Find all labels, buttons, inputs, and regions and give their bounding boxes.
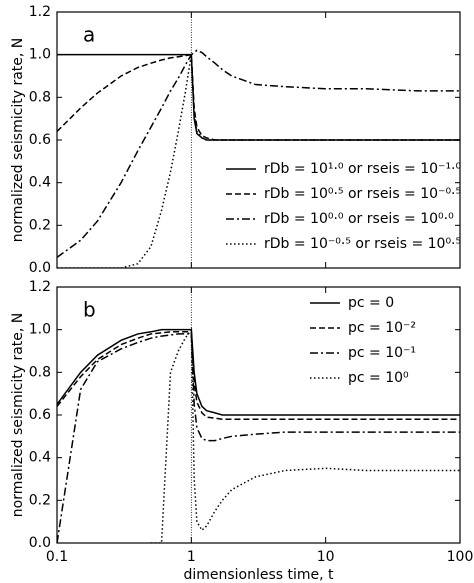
y-tick-label: 0.2 — [29, 492, 51, 508]
y-tick-label: 0.4 — [29, 450, 51, 466]
panel-label: a — [83, 23, 95, 47]
y-axis-label: normalized seismicity rate, N — [10, 313, 26, 517]
legend-label: rDb = 10⁻⁰·⁵ or rseis = 10⁰·⁵ — [264, 236, 461, 252]
panel-label: b — [83, 298, 96, 322]
y-tick-label: 1.0 — [29, 47, 51, 63]
y-tick-label: 0.8 — [29, 364, 51, 380]
legend-label: rDb = 10⁰·⁵ or rseis = 10⁻⁰·⁵ — [264, 186, 461, 202]
legend-label: pc = 10⁻² — [348, 320, 416, 336]
series-line — [150, 327, 460, 543]
series-line — [57, 53, 460, 141]
y-axis-label: normalized seismicity rate, N — [10, 38, 26, 242]
x-tick-label: 0.1 — [46, 549, 68, 565]
legend-label: rDb = 10⁰·⁰ or rseis = 10⁰·⁰ — [264, 211, 454, 227]
y-tick-label: 0.0 — [29, 535, 51, 551]
plot-frame — [56, 286, 461, 544]
y-tick-label: 0.2 — [29, 217, 51, 233]
series-line — [57, 49, 460, 258]
y-tick-label: 1.2 — [29, 4, 51, 20]
series-line — [57, 331, 460, 421]
y-tick-label: 0.0 — [29, 260, 51, 276]
x-tick-label: 10 — [317, 549, 335, 565]
legend-label: rDb = 10¹·⁰ or rseis = 10⁻¹·⁰ — [264, 161, 462, 177]
series-line — [57, 328, 460, 416]
y-tick-label: 0.6 — [29, 407, 51, 423]
series-line — [57, 53, 460, 141]
y-tick-label: 0.4 — [29, 175, 51, 191]
legend-label: pc = 0 — [348, 295, 394, 311]
plot-frame — [56, 11, 461, 269]
legend-label: pc = 10⁰ — [348, 370, 409, 386]
y-tick-label: 0.6 — [29, 132, 51, 148]
y-tick-label: 1.0 — [29, 322, 51, 338]
legend-label: pc = 10⁻¹ — [348, 345, 416, 361]
y-tick-label: 1.2 — [29, 279, 51, 295]
x-tick-label: 100 — [447, 549, 474, 565]
series-line — [57, 333, 460, 543]
y-tick-label: 0.8 — [29, 89, 51, 105]
x-tick-label: 1 — [187, 549, 196, 565]
x-axis-label: dimensionless time, t — [183, 567, 334, 583]
